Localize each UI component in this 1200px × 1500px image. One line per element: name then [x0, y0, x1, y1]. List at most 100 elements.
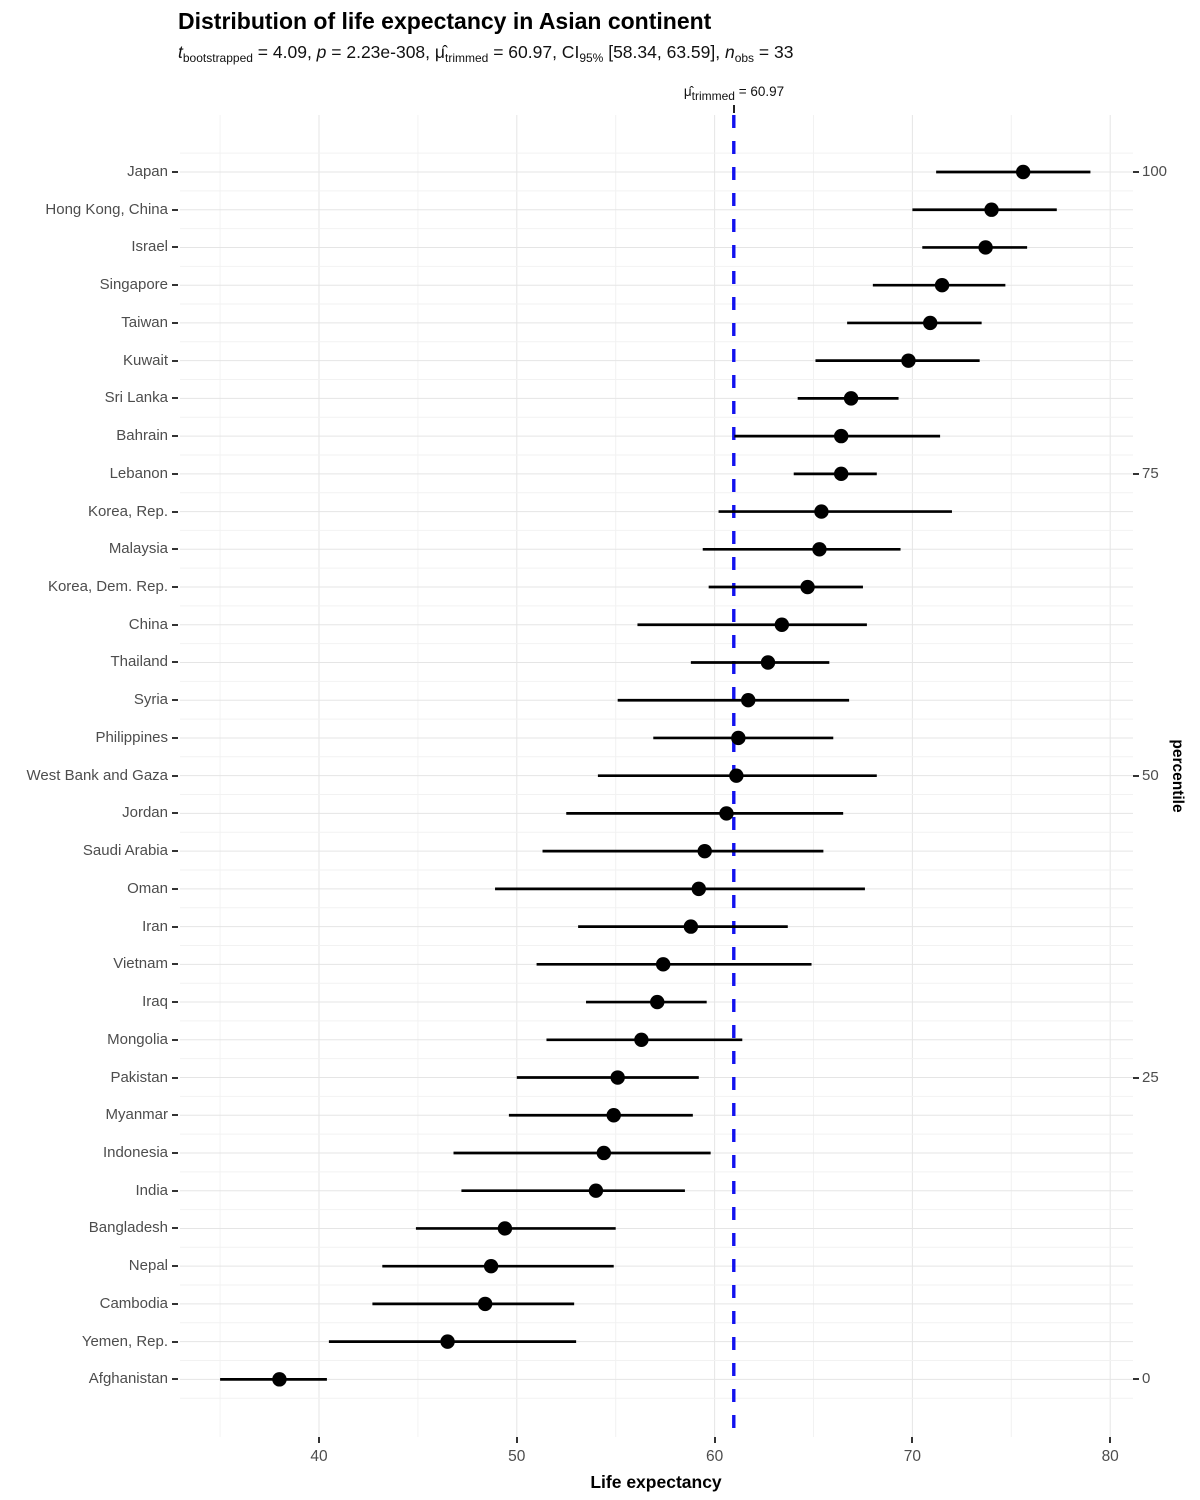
mean-dot — [760, 655, 776, 670]
percentile-axis-label: 25 — [1142, 1068, 1159, 1086]
mean-dot — [1015, 164, 1031, 180]
y-axis-tick — [172, 1340, 178, 1343]
y-axis-label: Pakistan — [110, 1068, 168, 1086]
mean-dot — [483, 1258, 499, 1274]
x-axis-label: 80 — [1101, 1448, 1119, 1465]
y-axis-label: Bahrain — [116, 427, 168, 445]
mean-dot — [634, 1032, 649, 1047]
y-axis-label: Iraq — [142, 993, 168, 1011]
y-axis-label: Afghanistan — [88, 1370, 168, 1388]
mean-dot — [596, 1145, 612, 1161]
y-axis-label: Korea, Rep. — [87, 502, 168, 520]
percentile-axis-tick — [1133, 1378, 1139, 1381]
x-axis-label: 50 — [508, 1448, 526, 1465]
y-axis-tick — [172, 1227, 178, 1230]
mean-dot — [691, 881, 706, 897]
percentile-axis-label: 100 — [1142, 163, 1168, 180]
percentile-axis-tick — [1133, 774, 1139, 777]
x-axis-label: 70 — [903, 1448, 922, 1465]
mean-dot — [606, 1108, 621, 1123]
y-axis-tick — [172, 548, 178, 551]
percentile-axis-tick — [1133, 472, 1139, 475]
mean-dot — [923, 315, 938, 331]
y-axis-label: Lebanon — [109, 464, 168, 482]
y-axis-tick — [172, 586, 178, 589]
x-axis-tick — [1109, 1437, 1112, 1443]
text-segment: p — [316, 42, 327, 62]
y-axis-tick — [172, 736, 178, 739]
mean-dot — [800, 579, 815, 595]
x-axis-tick — [713, 1437, 716, 1443]
y-axis-label: Oman — [127, 879, 168, 897]
mean-dot — [901, 353, 916, 368]
mean-dot — [440, 1334, 455, 1349]
y-axis-label: Malaysia — [108, 540, 168, 558]
text-segment: = 60.97 — [734, 84, 785, 99]
y-axis-label: Saudi Arabia — [82, 842, 168, 860]
y-axis-label: Hong Kong, China — [45, 200, 168, 218]
y-axis-label: Taiwan — [121, 313, 168, 331]
y-axis-label: Iran — [142, 917, 168, 935]
mean-dot — [650, 994, 665, 1010]
mean-dot — [729, 768, 744, 783]
x-axis-tick — [911, 1437, 914, 1443]
y-axis-tick — [172, 1302, 178, 1305]
mean-dot — [610, 1070, 625, 1085]
percentile-axis-label: 0 — [1142, 1370, 1151, 1388]
y-axis-tick — [172, 1038, 178, 1041]
mean-dot — [812, 542, 827, 557]
percentile-axis-label: 50 — [1142, 766, 1159, 784]
text-segment: trimmed — [445, 51, 489, 65]
y-axis-tick — [172, 1378, 178, 1381]
y-axis-tick — [172, 774, 178, 777]
text-segment: = 33 — [754, 42, 794, 62]
mean-dot — [934, 277, 950, 293]
mean-dot — [833, 466, 849, 482]
mean-dot — [731, 730, 746, 746]
y-axis-label: India — [135, 1181, 168, 1199]
y-axis-label: Cambodia — [99, 1294, 168, 1312]
y-axis-tick — [172, 1076, 178, 1079]
y-axis-label: Bangladesh — [88, 1219, 168, 1237]
text-segment: [58.34, 63.59], — [603, 42, 725, 62]
mean-dot — [697, 843, 712, 859]
y-axis-tick — [172, 171, 178, 173]
y-axis-label: West Bank and Gaza — [26, 766, 168, 784]
y-axis-label: Singapore — [99, 276, 168, 294]
text-segment: = 4.09, — [252, 42, 317, 62]
y-axis-label: China — [128, 615, 168, 633]
y-axis-label: Myanmar — [105, 1106, 168, 1124]
y-axis-tick — [172, 925, 178, 928]
x-axis-tick — [515, 1437, 518, 1443]
y-axis-label: Thailand — [110, 653, 168, 671]
mean-dot — [719, 806, 734, 821]
mean-dot — [978, 240, 993, 255]
text-segment: μ̂ — [434, 42, 445, 62]
y-axis-tick — [172, 208, 178, 211]
y-axis-label: Mongolia — [107, 1030, 168, 1048]
text-segment: trimmed — [691, 89, 735, 103]
text-segment: n — [724, 42, 735, 62]
mean-dot — [774, 617, 790, 632]
y-axis-label: Nepal — [128, 1257, 168, 1275]
mean-dot — [683, 919, 699, 934]
plot-title: Distribution of life expectancy in Asian… — [178, 8, 712, 34]
y2-axis-title: percentile — [1169, 739, 1186, 813]
y-axis-label: Sri Lanka — [104, 389, 168, 407]
y-axis-tick — [172, 1114, 178, 1117]
y-axis-tick — [172, 510, 178, 513]
y-axis-tick — [172, 435, 178, 438]
mean-dot — [272, 1372, 287, 1387]
x-axis-title: Life expectancy — [590, 1472, 722, 1492]
y-axis-tick — [172, 850, 178, 853]
percentile-axis-tick — [1133, 1076, 1139, 1079]
y-axis-tick — [172, 1001, 178, 1004]
percentile-axis-tick — [1133, 171, 1139, 173]
y-axis-tick — [172, 321, 178, 324]
text-segment: bootstrapped — [182, 51, 253, 65]
x-axis-tick — [318, 1437, 320, 1443]
percentile-axis-label: 75 — [1142, 464, 1159, 482]
y-axis-label: Indonesia — [102, 1143, 168, 1161]
plot-panel — [180, 115, 1133, 1437]
